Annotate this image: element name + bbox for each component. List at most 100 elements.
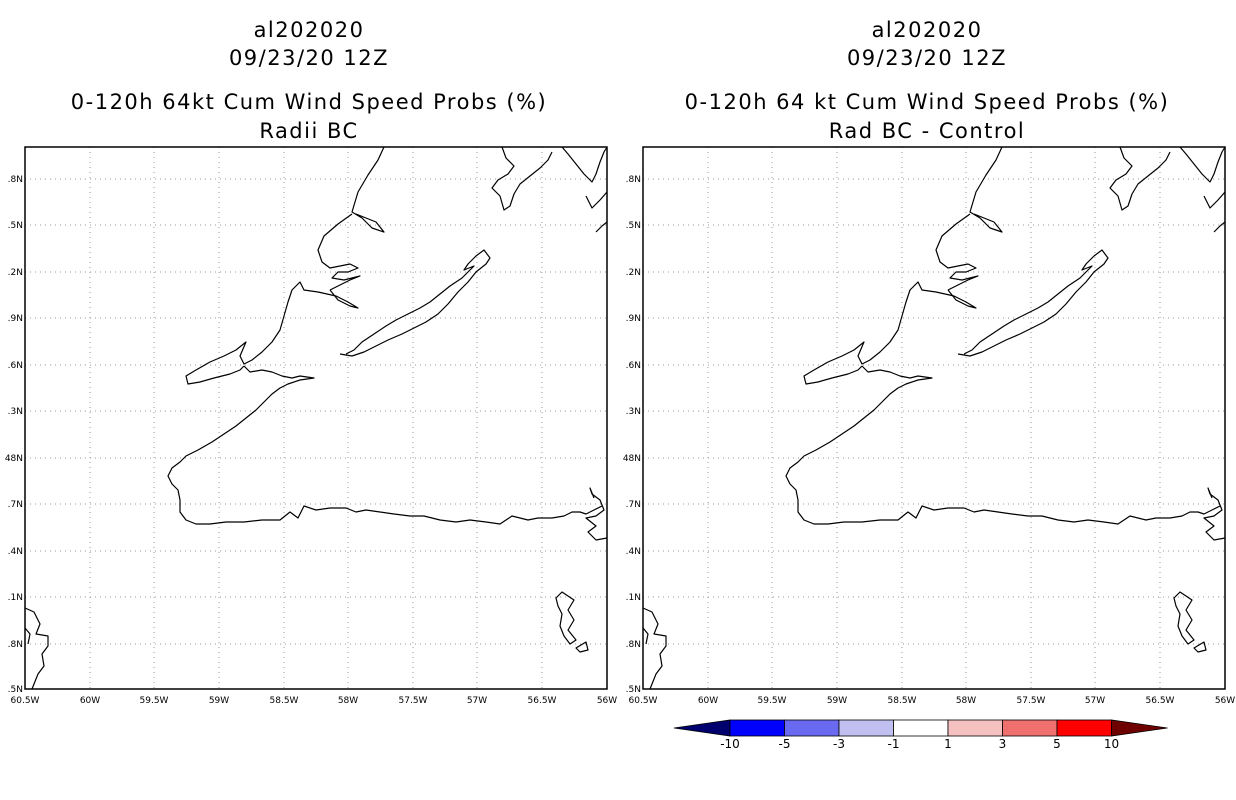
colorbar-segment — [893, 719, 949, 737]
lat-tick-label: .5N — [626, 685, 641, 695]
coastline — [24, 627, 31, 645]
coastline — [561, 146, 608, 183]
lon-tick-label: 58W — [956, 696, 976, 706]
coastline — [317, 213, 361, 291]
coastline — [1173, 591, 1195, 645]
coastline — [351, 146, 385, 233]
lat-tick-label: .5N — [8, 685, 23, 695]
datetime: 09/23/20 12Z — [846, 46, 1008, 70]
lat-tick-label: 48N — [623, 454, 641, 464]
lat-tick-label: .6N — [626, 361, 641, 371]
map-frame: 60.5W 60W 59.5W 59W 58.5W 58W 57.5W 57W 56.5W 56W… — [5, 146, 617, 706]
colorbar-segment — [1002, 719, 1058, 737]
colorbar-segment — [784, 719, 840, 737]
colorbar: -10 -5 -3 -1 1 3 5 10 — [673, 719, 1168, 751]
coastline — [339, 249, 491, 357]
lat-tick-label: .9N — [626, 314, 641, 324]
lat-tick-label: .8N — [626, 175, 641, 185]
lon-tick-label: 58.5W — [270, 696, 299, 706]
lon-tick-label: 60.5W — [629, 696, 658, 706]
lat-tick-label: .9N — [8, 314, 23, 324]
lon-tick-label: 56.5W — [1146, 696, 1175, 706]
lon-tick-label: 59W — [827, 696, 847, 706]
colorbar-segment — [838, 719, 894, 737]
coastline — [167, 365, 603, 525]
plot-title: 0-120h 64kt Cum Wind Speed Probs (%) — [70, 90, 548, 114]
lon-tick-label: 59.5W — [758, 696, 787, 706]
coastline — [957, 249, 1109, 357]
coastline — [642, 627, 649, 645]
colorbar-label: 5 — [1053, 737, 1061, 751]
lon-tick-label: 58W — [338, 696, 358, 706]
lon-tick-label: 57W — [467, 696, 487, 706]
lat-tick-label: .1N — [8, 593, 23, 603]
lon-tick-label: 59W — [209, 696, 229, 706]
coastline — [803, 281, 977, 385]
lon-tick-label: 56W — [597, 696, 617, 706]
lat-tick-label: .7N — [8, 500, 23, 510]
coastline — [935, 213, 979, 291]
coastline — [642, 607, 667, 690]
coastline — [491, 146, 553, 211]
lat-tick-label: .2N — [626, 268, 641, 278]
lon-tick-label: 60.5W — [11, 696, 40, 706]
coastline — [595, 221, 608, 233]
map-panel-rad-bc-control: al202020 09/23/20 12Z 0-120h 64 kt Cum W… — [618, 0, 1236, 800]
coastline — [1193, 641, 1207, 653]
lon-tick-label: 56.5W — [528, 696, 557, 706]
datetime: 09/23/20 12Z — [228, 46, 390, 70]
coastline — [24, 607, 49, 690]
coastline — [555, 591, 577, 645]
lon-tick-label: 60W — [698, 696, 718, 706]
plot-subtitle: Rad BC - Control — [828, 119, 1026, 143]
lat-tick-label: .8N — [626, 640, 641, 650]
colorbar-segment — [947, 719, 1003, 737]
lat-tick-label: .1N — [626, 593, 641, 603]
colorbar-label: -10 — [720, 737, 740, 751]
coastline — [1203, 191, 1226, 209]
lon-tick-label: 58.5W — [888, 696, 917, 706]
lat-tick-label: .8N — [8, 175, 23, 185]
colorbar-segment — [1056, 719, 1112, 737]
map-border — [642, 146, 1226, 690]
coastline — [969, 146, 1003, 233]
plot-title: 0-120h 64 kt Cum Wind Speed Probs (%) — [684, 90, 1170, 114]
map-panel-radii-bc: al202020 09/23/20 12Z 0-120h 64kt Cum Wi… — [5, 18, 617, 706]
colorbar-segment — [729, 719, 785, 737]
colorbar-label: -5 — [779, 737, 791, 751]
lon-tick-label: 57.5W — [399, 696, 428, 706]
map-frame: 60.5W 60W 59.5W 59W 58.5W 58W 57.5W 57W 56.5W 56W… — [623, 146, 1235, 706]
colorbar-label: 10 — [1104, 737, 1119, 751]
lon-tick-label: 59.5W — [140, 696, 169, 706]
colorbar-arrow-low — [673, 719, 731, 737]
coastline — [1213, 221, 1226, 233]
lat-tick-label: .8N — [8, 640, 23, 650]
colorbar-label: -1 — [888, 737, 900, 751]
lat-tick-label: .5N — [626, 221, 641, 231]
colorbar-label: 1 — [944, 737, 952, 751]
storm-id: al202020 — [871, 18, 983, 42]
lat-tick-label: .2N — [8, 268, 23, 278]
lat-tick-label: .3N — [8, 407, 23, 417]
colorbar-arrow-high — [1111, 719, 1168, 737]
coastline — [575, 641, 589, 653]
lat-tick-label: .5N — [8, 221, 23, 231]
lon-tick-label: 56W — [1215, 696, 1235, 706]
plot-subtitle: Radii BC — [259, 119, 359, 143]
lon-tick-label: 57.5W — [1017, 696, 1046, 706]
coastline — [1203, 487, 1226, 541]
lat-tick-label: .3N — [626, 407, 641, 417]
coastline — [185, 281, 359, 385]
lat-tick-label: .4N — [626, 547, 641, 557]
coastline — [585, 487, 608, 541]
storm-id: al202020 — [253, 18, 365, 42]
map-border — [24, 146, 608, 690]
lat-tick-label: .6N — [8, 361, 23, 371]
coastline — [585, 191, 608, 209]
lon-tick-label: 57W — [1085, 696, 1105, 706]
colorbar-label: -3 — [833, 737, 845, 751]
coastline — [1109, 146, 1171, 211]
colorbar-label: 3 — [999, 737, 1007, 751]
lon-tick-label: 60W — [80, 696, 100, 706]
coastline — [1179, 146, 1226, 183]
